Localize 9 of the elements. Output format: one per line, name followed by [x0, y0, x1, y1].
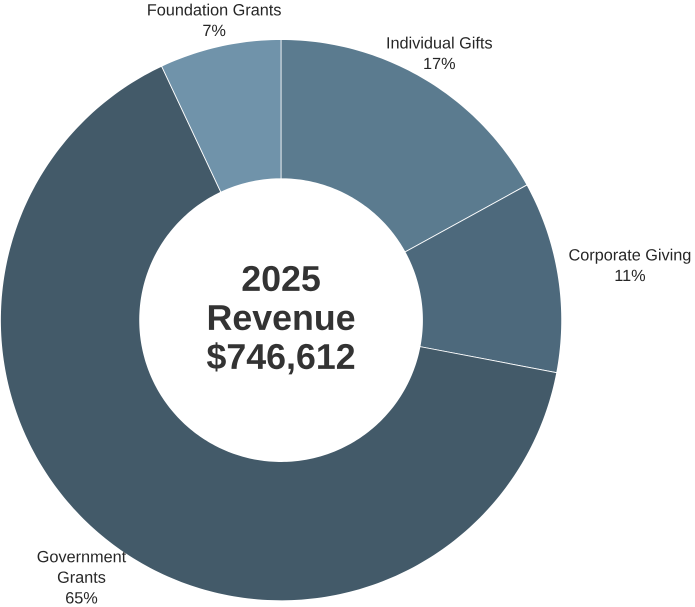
data-label: 17% — [424, 58, 455, 70]
data-label: 11% — [616, 270, 646, 282]
slice-label: Corporate Giving — [569, 248, 690, 264]
slice-label: Foundation Grants — [148, 4, 281, 16]
data-label: 65% — [66, 592, 98, 604]
data-label: 7% — [203, 24, 226, 36]
text: 2025 Revenue $746,612 — [206, 266, 354, 374]
slice-label: Government Grants — [38, 550, 126, 583]
slice-label: Individual Gifts — [387, 36, 492, 49]
